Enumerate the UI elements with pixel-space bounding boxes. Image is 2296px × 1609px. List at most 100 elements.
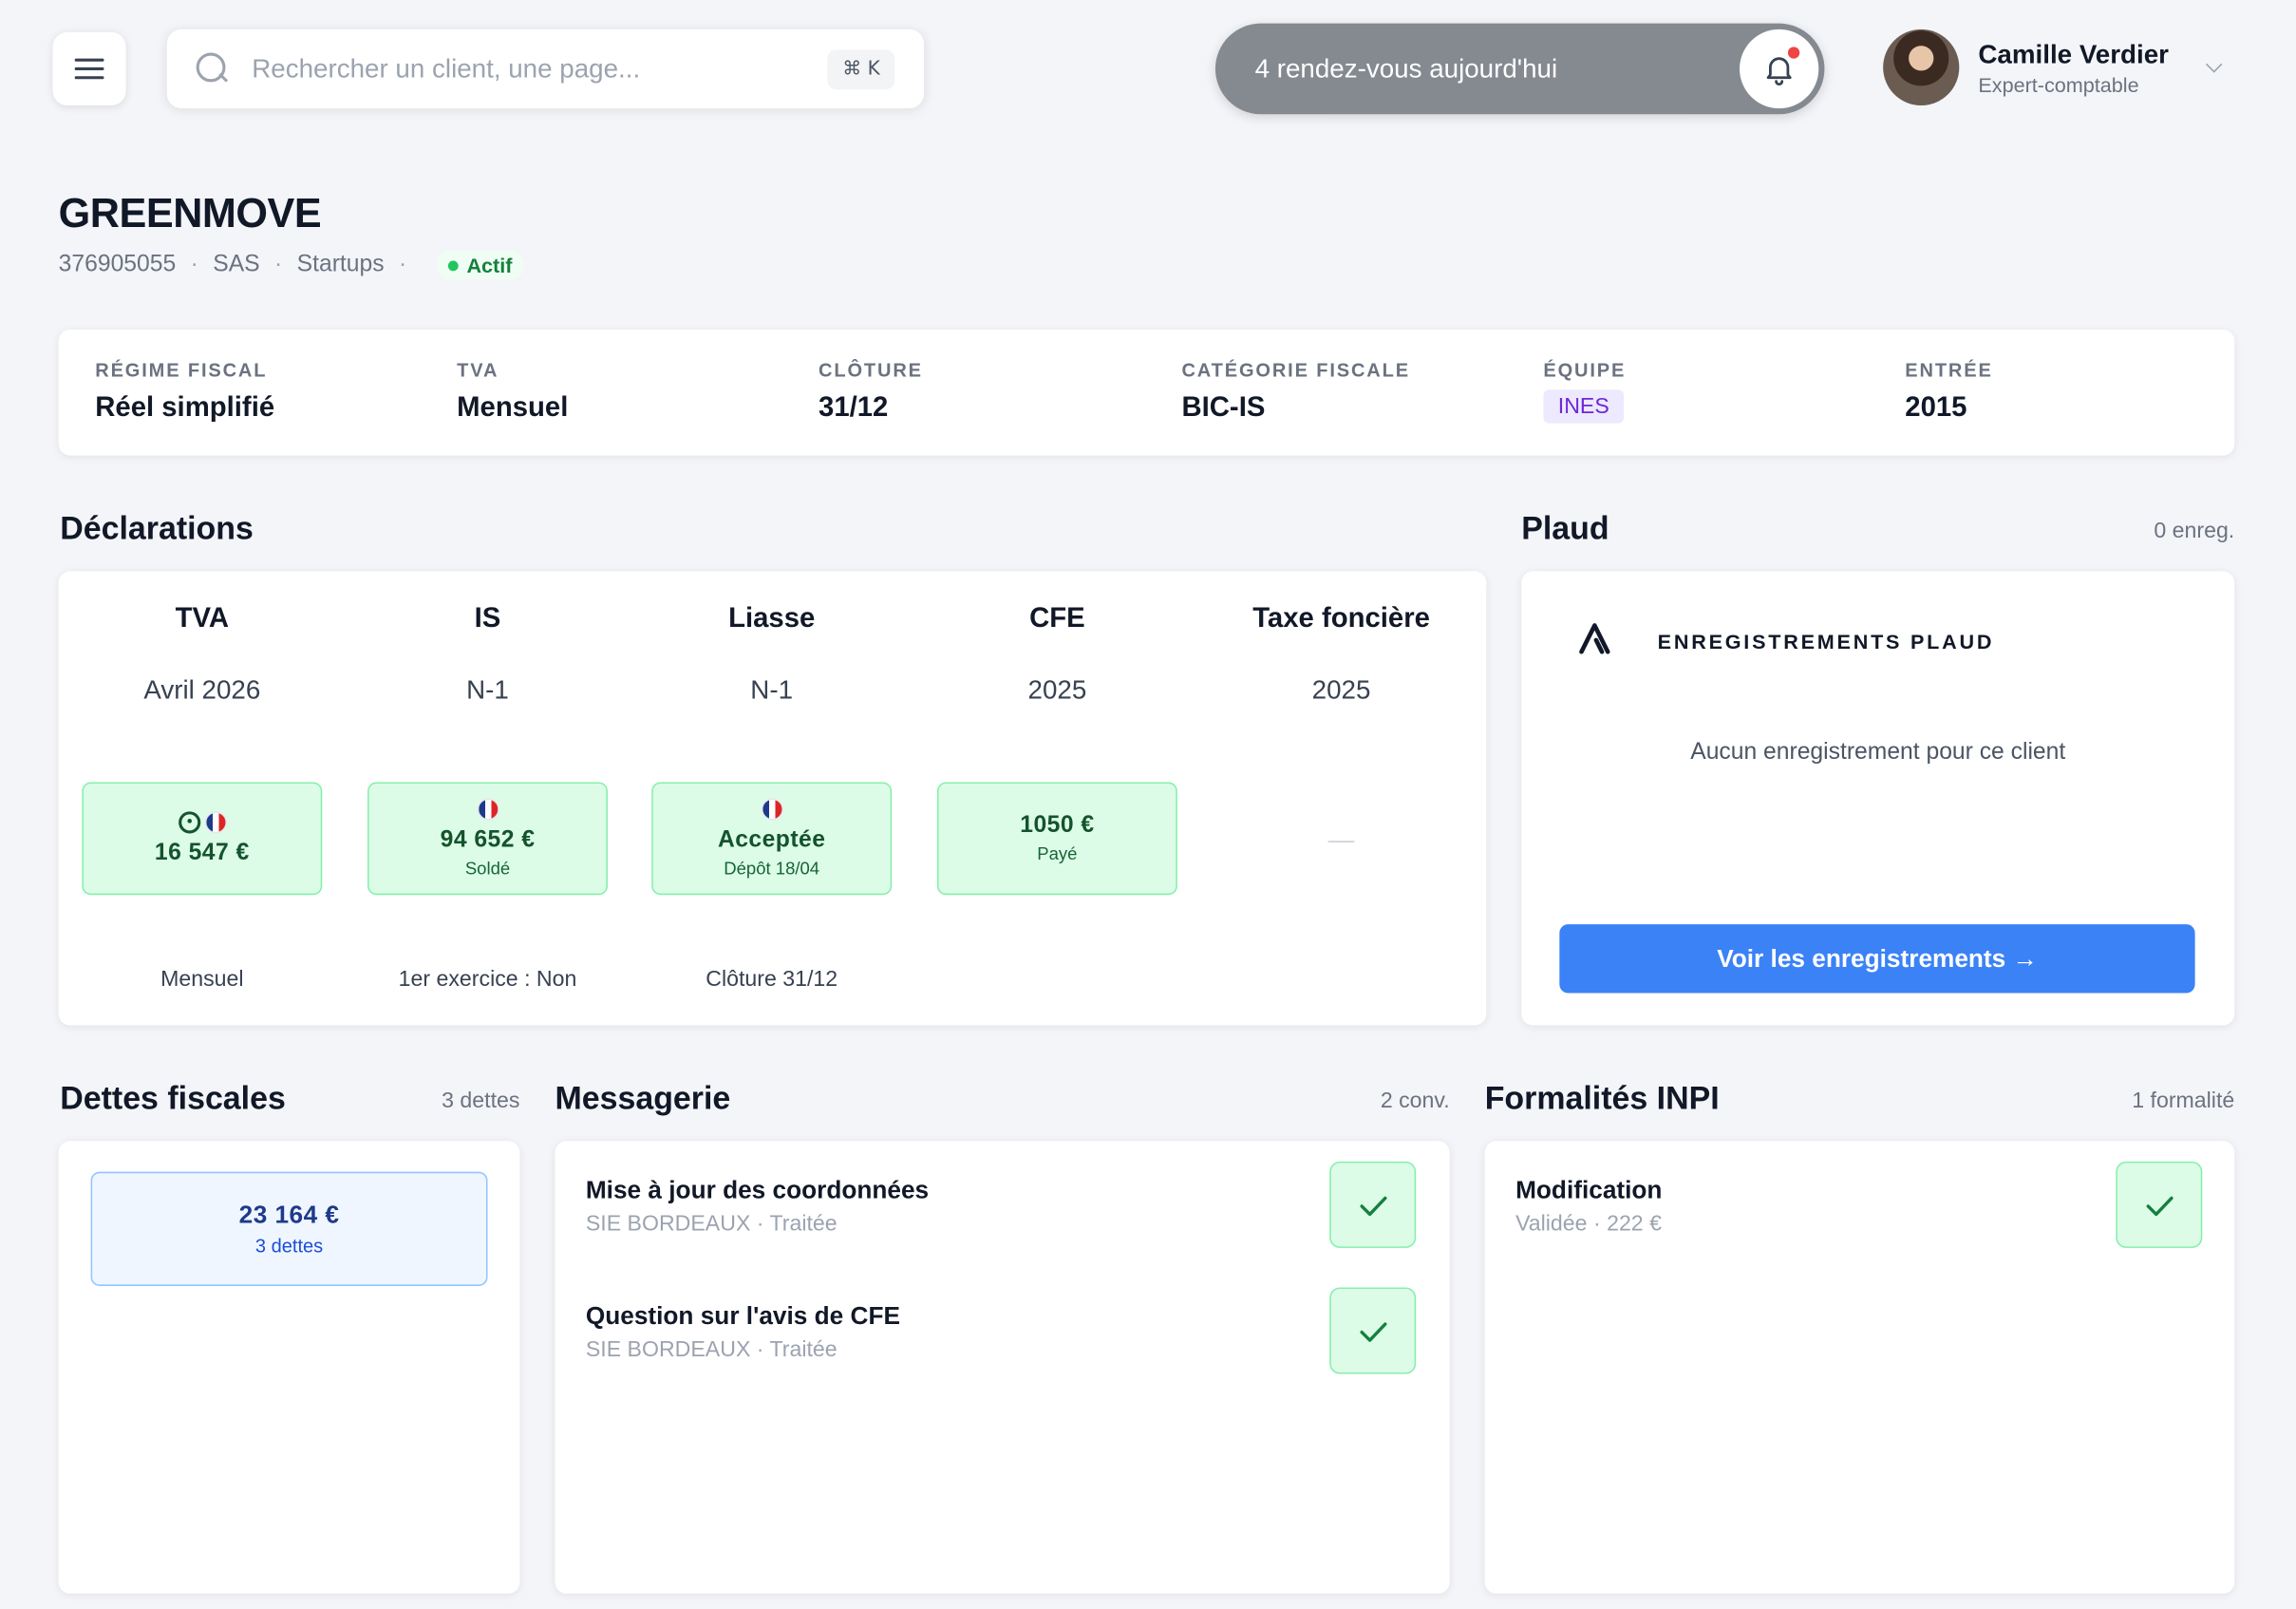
info-label: ENTRÉE xyxy=(1905,358,1993,381)
decl-col-is: IS N-1 xyxy=(346,603,630,706)
plaud-card: ENREGISTREMENTS PLAUD Aucun enregistreme… xyxy=(1521,571,2235,1026)
inpi-card: Modification Validée · 222 € xyxy=(1484,1141,2235,1594)
decl-name: IS xyxy=(474,603,501,634)
info-label: CATÉGORIE FISCALE xyxy=(1181,358,1410,381)
messages-title: Messagerie xyxy=(555,1079,731,1117)
info-value: Mensuel xyxy=(457,392,569,424)
list-item[interactable]: Mise à jour des coordonnées SIE BORDEAUX… xyxy=(586,1176,929,1236)
info-fiscal-regime: RÉGIME FISCAL Réel simplifié xyxy=(95,359,274,425)
decl-sub: Soldé xyxy=(464,858,511,880)
debt-summary-box[interactable]: 23 164 € 3 dettes xyxy=(90,1171,488,1286)
notification-dot xyxy=(1787,47,1800,59)
message-done-button[interactable] xyxy=(1329,1161,1417,1248)
plaud-empty-text: Aucun enregistrement pour ce client xyxy=(1690,739,2066,765)
plaud-count: 0 enreg. xyxy=(2154,518,2235,544)
formality-done-button[interactable] xyxy=(2116,1161,2203,1248)
view-recordings-button[interactable]: Voir les enregistrements → xyxy=(1559,924,2195,994)
company-legal-form: SAS xyxy=(213,252,260,277)
list-item[interactable]: Question sur l'avis de CFE SIE BORDEAUX … xyxy=(586,1302,900,1362)
message-title: Mise à jour des coordonnées xyxy=(585,1176,930,1204)
chevron-down-icon xyxy=(2205,56,2223,73)
info-tva: TVA Mensuel xyxy=(457,359,568,425)
message-done-button[interactable] xyxy=(1329,1287,1417,1374)
declarations-card: TVA Avril 2026 16 547 € Mensuel IS N-1 9… xyxy=(58,571,1487,1026)
notifications-button[interactable] xyxy=(1740,28,1819,109)
list-item[interactable]: Modification Validée · 222 € xyxy=(1515,1176,1662,1236)
check-icon xyxy=(1359,1321,1386,1341)
declarations-title: Déclarations xyxy=(60,509,254,547)
decl-footer: Mensuel xyxy=(160,966,244,993)
decl-sub: Dépôt 18/04 xyxy=(724,858,820,880)
decl-amount: 16 547 € xyxy=(154,840,250,865)
hamburger-icon xyxy=(74,58,104,80)
message-sub: SIE BORDEAUX · Traitée xyxy=(585,1211,837,1237)
decl-period: N-1 xyxy=(750,674,794,705)
shortcut-badge: ⌘ K xyxy=(827,48,895,89)
message-sub: SIE BORDEAUX · Traitée xyxy=(585,1336,837,1363)
user-role: Expert-comptable xyxy=(1978,72,2139,97)
info-closing: CLÔTURE 31/12 xyxy=(819,359,923,425)
debts-title: Dettes fiscales xyxy=(60,1079,286,1117)
decl-footer: Clôture 31/12 xyxy=(706,966,838,993)
team-badge: INES xyxy=(1543,389,1625,424)
check-icon xyxy=(1359,1195,1386,1216)
search-bar[interactable]: ⌘ K xyxy=(166,28,925,109)
info-value: Réel simplifié xyxy=(95,392,275,424)
decl-status-liasse[interactable]: Acceptée Dépôt 18/04 xyxy=(651,782,893,896)
inpi-title: Formalités INPI xyxy=(1484,1079,1720,1117)
menu-button[interactable] xyxy=(52,31,126,106)
info-fiscal-category: CATÉGORIE FISCALE BIC-IS xyxy=(1181,359,1409,425)
debts-card: 23 164 € 3 dettes xyxy=(58,1141,520,1594)
inpi-count: 1 formalité xyxy=(2132,1088,2235,1113)
decl-period: N-1 xyxy=(466,674,509,705)
info-label: ÉQUIPE xyxy=(1543,358,1627,381)
plaud-title: Plaud xyxy=(1521,509,1609,547)
plaud-logo-icon xyxy=(1579,623,1610,654)
status-label: Actif xyxy=(466,253,513,277)
company-meta: 376905055 · SAS · Startups · Actif xyxy=(58,250,524,280)
appointments-label: 4 rendez-vous aujourd'hui xyxy=(1254,53,1558,84)
status-dot xyxy=(447,259,459,271)
decl-footer: 1er exercice : Non xyxy=(398,966,577,993)
page-title: GREENMOVE xyxy=(58,190,322,237)
debts-count: 3 dettes xyxy=(442,1088,520,1113)
messages-count: 2 conv. xyxy=(1380,1088,1450,1113)
info-label: TVA xyxy=(457,358,499,381)
decl-col-tva: TVA Avril 2026 xyxy=(60,603,344,706)
decl-period: Avril 2026 xyxy=(143,674,261,705)
flag-fr-icon xyxy=(204,810,227,833)
status-badge: Actif xyxy=(436,250,524,280)
decl-status-is[interactable]: 94 652 € Soldé xyxy=(367,782,608,896)
decl-col-liasse: Liasse N-1 xyxy=(630,603,913,706)
formality-title: Modification xyxy=(1515,1176,1663,1204)
debt-amount: 23 164 € xyxy=(238,1201,340,1229)
debt-sub: 3 dettes xyxy=(254,1234,324,1258)
info-team: ÉQUIPE INES xyxy=(1543,359,1626,424)
flag-fr-icon xyxy=(476,798,499,821)
info-value: BIC-IS xyxy=(1181,392,1266,424)
avatar xyxy=(1883,28,1960,106)
decl-amount: 1050 € xyxy=(1020,812,1095,839)
user-name: Camille Verdier xyxy=(1978,38,2169,68)
appointments-pill[interactable]: 4 rendez-vous aujourd'hui xyxy=(1214,23,1825,115)
message-title: Question sur l'avis de CFE xyxy=(585,1301,900,1331)
decl-period: 2025 xyxy=(1311,674,1371,705)
decl-name: CFE xyxy=(1029,603,1085,634)
plaud-label: ENREGISTREMENTS PLAUD xyxy=(1657,630,1995,653)
decl-col-taxe-fonciere: Taxe foncière 2025 xyxy=(1199,603,1483,706)
check-icon xyxy=(2145,1195,2173,1216)
info-label: RÉGIME FISCAL xyxy=(95,358,268,381)
user-menu[interactable]: Camille Verdier Expert-comptable xyxy=(1883,28,2223,106)
info-value: 31/12 xyxy=(819,392,889,424)
decl-status-tva[interactable]: 16 547 € xyxy=(82,782,323,896)
company-info-card: RÉGIME FISCAL Réel simplifié TVA Mensuel… xyxy=(58,329,2235,456)
company-siren: 376905055 xyxy=(58,252,177,277)
messages-card: Mise à jour des coordonnées SIE BORDEAUX… xyxy=(555,1141,1450,1594)
decl-amount: 94 652 € xyxy=(440,827,536,853)
decl-amount: Acceptée xyxy=(717,827,826,853)
decl-name: Liasse xyxy=(728,603,816,634)
search-input[interactable] xyxy=(252,53,828,85)
flag-fr-icon xyxy=(761,798,783,821)
formality-sub: Validée · 222 € xyxy=(1515,1211,1662,1237)
decl-status-cfe[interactable]: 1050 € Payé xyxy=(936,782,1177,896)
